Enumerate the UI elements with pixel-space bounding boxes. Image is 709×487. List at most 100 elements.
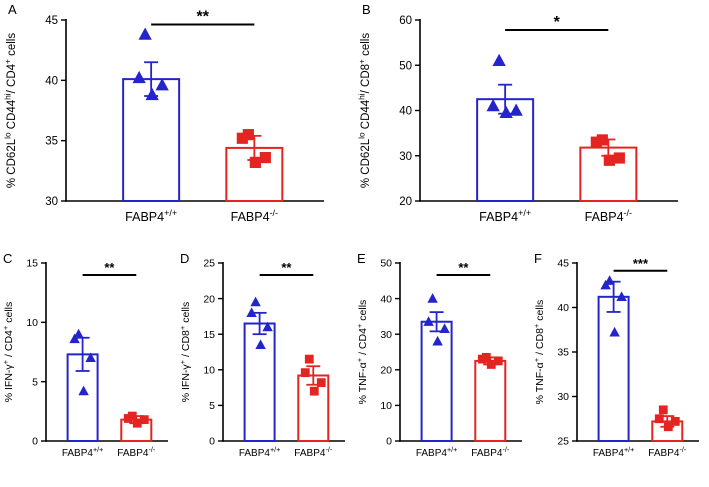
y-tick-label: 15 — [203, 329, 215, 341]
x-category-label: FABP4-/- — [231, 208, 278, 224]
y-tick-label: 20 — [203, 293, 215, 305]
x-category-label: FABP4+/+ — [125, 208, 177, 224]
data-point-square — [242, 129, 254, 141]
data-point-triangle — [499, 105, 513, 119]
y-axis-label: % CD62Llo CD44hi/ CD4+ cells — [3, 33, 18, 188]
y-tick-label: 50 — [380, 258, 392, 270]
x-category-label: FABP4+/+ — [416, 445, 458, 459]
data-point-triangle — [509, 103, 523, 116]
panel-d-chart: 0 5 10 15 20 25 % IFN-γ+ / CD8+ cells FABP4+/+ F… — [178, 258, 345, 459]
panel-c-letter: C — [3, 251, 13, 266]
data-point-triangle — [439, 323, 450, 333]
x-category-label: FABP4-/- — [117, 445, 156, 459]
panel-c-chart: 0 5 10 15 % IFN-γ+ / CD4+ cells FABP4+/+ FABP4… — [1, 258, 168, 459]
bar — [243, 322, 276, 442]
y-tick-label: 30 — [399, 151, 412, 163]
y-tick-label: 50 — [399, 60, 412, 72]
y-tick-label: 15 — [26, 258, 38, 270]
data-point-square — [654, 414, 664, 424]
y-tick-label: 20 — [399, 196, 412, 208]
y-tick-label: 25 — [203, 258, 215, 270]
y-axis-label: % TNF-α+ / CD4+ cells — [355, 300, 369, 405]
y-axis-label: % IFN-γ+ / CD4+ cells — [1, 302, 15, 403]
y-axis-label: % IFN-γ+ / CD8+ cells — [178, 302, 192, 403]
panel-c: C 0 5 10 15 % IFN-γ+ / CD4+ cells FABP4+/+ FAB… — [0, 243, 177, 487]
top-row: A 30 35 40 45 % CD62Llo CD44hi/ CD4+ cells FA… — [0, 0, 709, 243]
data-point-triangle — [600, 279, 611, 290]
data-point-square — [249, 156, 261, 168]
data-point-triangle — [432, 335, 443, 346]
data-point-square — [658, 405, 668, 415]
panel-e: E 0 10 20 30 40 50 % TNF-α+ / CD4+ cells FABP4+… — [354, 243, 531, 487]
data-point-triangle — [255, 339, 266, 350]
y-tick-label: 40 — [45, 75, 58, 87]
data-point-triangle — [145, 87, 159, 101]
x-category-label: FABP4+/+ — [239, 445, 281, 459]
data-point-triangle — [486, 98, 500, 112]
panel-e-letter: E — [357, 251, 366, 266]
y-tick-label: 40 — [399, 106, 412, 118]
data-point-triangle — [250, 296, 261, 307]
data-point-square — [486, 360, 496, 369]
data-point-triangle — [73, 328, 84, 339]
x-category-label: FABP4-/- — [585, 208, 632, 224]
data-point-triangle — [616, 291, 627, 301]
data-point-square — [477, 354, 487, 364]
data-point-square — [493, 356, 503, 366]
data-point-triangle — [78, 385, 89, 396]
data-point-square — [613, 152, 625, 164]
significance-stars: ** — [281, 260, 292, 275]
data-point-square — [304, 354, 314, 364]
y-tick-label: 40 — [380, 293, 392, 305]
data-point-square — [309, 386, 319, 396]
data-point-square — [603, 154, 615, 166]
panel-b-letter: B — [362, 2, 371, 17]
data-point-square — [300, 368, 310, 378]
data-point-triangle — [246, 307, 257, 317]
panel-a-letter: A — [8, 2, 17, 17]
y-tick-label: 0 — [209, 436, 215, 448]
panel-d: D 0 5 10 15 20 25 % IFN-γ+ / CD8+ cells FABP4+/… — [177, 243, 354, 487]
data-point-square — [236, 132, 248, 144]
y-tick-label: 30 — [380, 329, 392, 341]
panel-b: B 20 30 40 50 60 % CD62Llo CD44hi/ CD8+ cells… — [354, 0, 708, 243]
y-tick-label: 0 — [386, 436, 392, 448]
y-tick-label: 5 — [32, 376, 38, 388]
panel-f-letter: F — [534, 251, 542, 266]
y-tick-label: 40 — [557, 302, 569, 314]
bar — [474, 359, 507, 442]
data-point-triangle — [85, 352, 96, 363]
data-point-square — [132, 418, 142, 428]
y-tick-label: 30 — [45, 196, 58, 208]
y-tick-label: 20 — [380, 364, 392, 376]
significance-stars: ** — [104, 260, 115, 275]
data-point-triangle — [69, 333, 80, 344]
data-point-triangle — [609, 326, 620, 337]
y-tick-label: 45 — [557, 258, 569, 270]
y-tick-label: 35 — [557, 347, 569, 359]
panel-e-chart: 0 10 20 30 40 50 % TNF-α+ / CD4+ cells FABP4+/+… — [355, 258, 522, 459]
bar — [597, 295, 630, 442]
bottom-row: C 0 5 10 15 % IFN-γ+ / CD4+ cells FABP4+/+ FAB… — [0, 243, 709, 487]
data-point-square — [663, 422, 673, 432]
data-point-square — [123, 414, 133, 423]
panel-f: F 25 30 35 40 45 % TNF-α+ / CD8+ cells FABP4+/… — [531, 243, 708, 487]
y-tick-label: 45 — [45, 15, 58, 27]
data-point-triangle — [132, 70, 146, 84]
y-axis-label: % CD62Llo CD44hi/ CD8+ cells — [357, 33, 372, 188]
x-category-label: FABP4-/- — [471, 445, 510, 459]
y-tick-label: 60 — [399, 15, 412, 27]
data-point-square — [596, 134, 608, 146]
y-tick-label: 35 — [45, 136, 58, 148]
panel-f-chart: 25 30 35 40 45 % TNF-α+ / CD8+ cells FABP4+/+ F… — [532, 256, 699, 459]
data-point-triangle — [155, 78, 169, 91]
y-tick-label: 10 — [203, 364, 215, 376]
x-category-label: FABP4+/+ — [62, 445, 104, 459]
panel-b-chart: 20 30 40 50 60 % CD62Llo CD44hi/ CD8+ cells FA… — [357, 14, 678, 224]
panel-a: A 30 35 40 45 % CD62Llo CD44hi/ CD4+ cells FA… — [0, 0, 354, 243]
y-tick-label: 5 — [209, 400, 215, 412]
y-tick-label: 0 — [32, 436, 38, 448]
data-point-triangle — [423, 316, 434, 326]
x-category-label: FABP4+/+ — [593, 445, 635, 459]
